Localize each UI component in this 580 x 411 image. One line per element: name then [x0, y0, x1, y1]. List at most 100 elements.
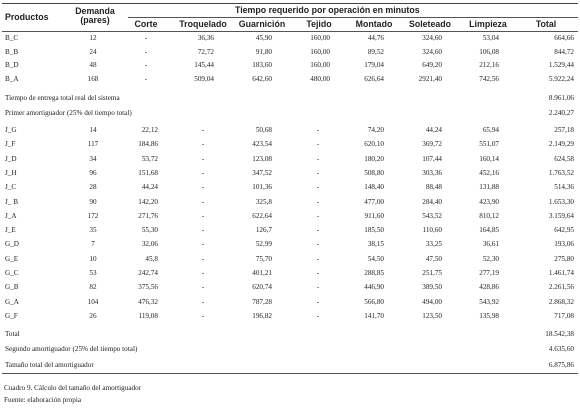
cell-tejido: - [316, 240, 320, 249]
cell-total: 514,36 [554, 183, 574, 192]
summary-value: 18.542,38 [545, 330, 574, 338]
cell-montado: 288,85 [364, 269, 384, 277]
cell-total: 664,66 [554, 34, 574, 42]
cell-corte: 242,74 [138, 269, 158, 277]
cell-demanda: 90 [89, 197, 97, 206]
cell-tejido: 160,00 [310, 61, 330, 70]
cell-guarnicion: 401,21 [252, 269, 272, 277]
cell-demanda: 26 [89, 311, 97, 320]
cell-guarnicion: 123,08 [252, 154, 272, 163]
cell-demanda: 14 [89, 126, 97, 134]
table-top-rule [2, 3, 578, 4]
cell-montado: 179,04 [364, 61, 384, 70]
cell-producto: B_A [5, 75, 19, 84]
header-montado: Montado [355, 19, 393, 29]
cell-tejido: - [316, 226, 320, 235]
cell-tejido: 160,00 [310, 47, 330, 56]
cell-limpieza: 131,88 [479, 183, 499, 192]
cell-guarnicion: 50,68 [255, 126, 272, 134]
cell-guarnicion: 183,60 [252, 61, 272, 70]
cell-total: 5.922,24 [548, 75, 574, 84]
cell-corte: - [144, 75, 148, 84]
summary-label: Tiempo de entrega total real del sistema [5, 94, 120, 102]
cell-corte: 53,72 [141, 154, 158, 163]
cell-corte: - [144, 61, 148, 70]
cell-limpieza: 742,56 [479, 75, 499, 84]
cell-montado: 74,20 [367, 126, 384, 134]
cell-tejido: - [316, 311, 320, 320]
cell-limpieza: 543,92 [479, 297, 499, 306]
cell-guarnicion: 52,99 [255, 240, 272, 249]
cell-tejido: - [316, 126, 320, 134]
cell-tejido: - [316, 269, 320, 277]
cell-guarnicion: 620,74 [252, 283, 272, 292]
cell-troquelado: - [201, 297, 205, 306]
cell-soleteado: 251,75 [422, 269, 442, 277]
cell-total: 193,06 [554, 240, 574, 249]
cell-corte: 55,30 [141, 226, 158, 235]
cell-soleteado: 88,48 [425, 183, 442, 192]
cell-limpieza: 164,85 [479, 226, 499, 235]
table-source: Fuente: elaboración propia [4, 396, 82, 404]
cell-total: 2.261,56 [548, 283, 574, 292]
cell-soleteado: 110,60 [422, 226, 443, 235]
cell-demanda: 117 [87, 140, 99, 149]
cell-soleteado: 2921,40 [418, 75, 442, 84]
cell-demanda: 96 [89, 168, 97, 177]
cell-soleteado: 44,24 [425, 126, 442, 134]
cell-troquelado: - [201, 311, 205, 320]
cell-corte: 476,32 [138, 297, 158, 306]
header-corte: Corte [134, 19, 158, 29]
cell-montado: 180,20 [364, 154, 384, 163]
header-total: Total [535, 19, 557, 29]
cell-montado: 626,64 [364, 75, 384, 84]
cell-guarnicion: 642,60 [252, 75, 272, 84]
cell-soleteado: 47,50 [425, 254, 442, 263]
cell-soleteado: 324,60 [422, 47, 442, 56]
cell-producto: J_D [5, 154, 17, 163]
table-bottom-rule [2, 373, 578, 374]
cell-tejido: - [316, 183, 320, 192]
summary-value: 6.875,86 [548, 361, 574, 369]
cell-montado: 508,80 [364, 168, 384, 177]
cell-tejido: - [316, 211, 320, 220]
cell-total: 844,72 [554, 47, 574, 56]
cell-corte: - [144, 47, 148, 56]
cell-troquelado: - [201, 183, 205, 192]
cell-producto: J_C [5, 183, 17, 192]
cell-tejido: - [316, 283, 320, 292]
cell-limpieza: 65,94 [482, 126, 499, 134]
header-troquelado: Troquelado [179, 19, 227, 29]
header-limpieza: Limpieza [469, 19, 507, 29]
cell-total: 1.653,30 [548, 197, 574, 206]
cell-montado: 141,70 [364, 311, 384, 320]
cell-montado: 446,90 [364, 283, 384, 292]
cell-demanda: 53 [89, 269, 97, 277]
cell-demanda: 168 [87, 75, 99, 84]
cell-producto: J_ B [5, 197, 18, 206]
cell-total: 1.529,44 [548, 61, 574, 70]
cell-corte: 32,06 [141, 240, 158, 249]
table-caption: Cuadro 9. Cálculo del tamaño del amortig… [4, 384, 142, 392]
cell-limpieza: 452,16 [479, 168, 499, 177]
cell-troquelado: - [201, 269, 205, 277]
cell-troquelado: - [201, 197, 205, 206]
cell-guarnicion: 75,70 [255, 254, 272, 263]
cell-limpieza: 277,19 [479, 269, 499, 277]
header-group-title: Tiempo requerido por operación en minuto… [235, 5, 420, 15]
header-demanda-line1: Demanda [75, 6, 115, 16]
cell-total: 717,08 [554, 311, 574, 320]
cell-limpieza: 551,07 [479, 140, 499, 149]
cell-producto: G_E [5, 254, 19, 263]
cell-total: 275,80 [554, 254, 574, 263]
cell-soleteado: 33,25 [425, 240, 442, 249]
header-soleteado: Soleteado [408, 19, 452, 29]
cell-soleteado: 494,00 [422, 297, 442, 306]
cell-corte: 151,68 [138, 168, 158, 177]
cell-producto: J_G [5, 126, 17, 134]
cell-limpieza: 135,98 [479, 311, 499, 320]
cell-montado: 477,00 [364, 197, 384, 206]
cell-guarnicion: 787,28 [252, 297, 272, 306]
cell-montado: 566,80 [364, 297, 384, 306]
cell-producto: G_D [5, 240, 19, 249]
